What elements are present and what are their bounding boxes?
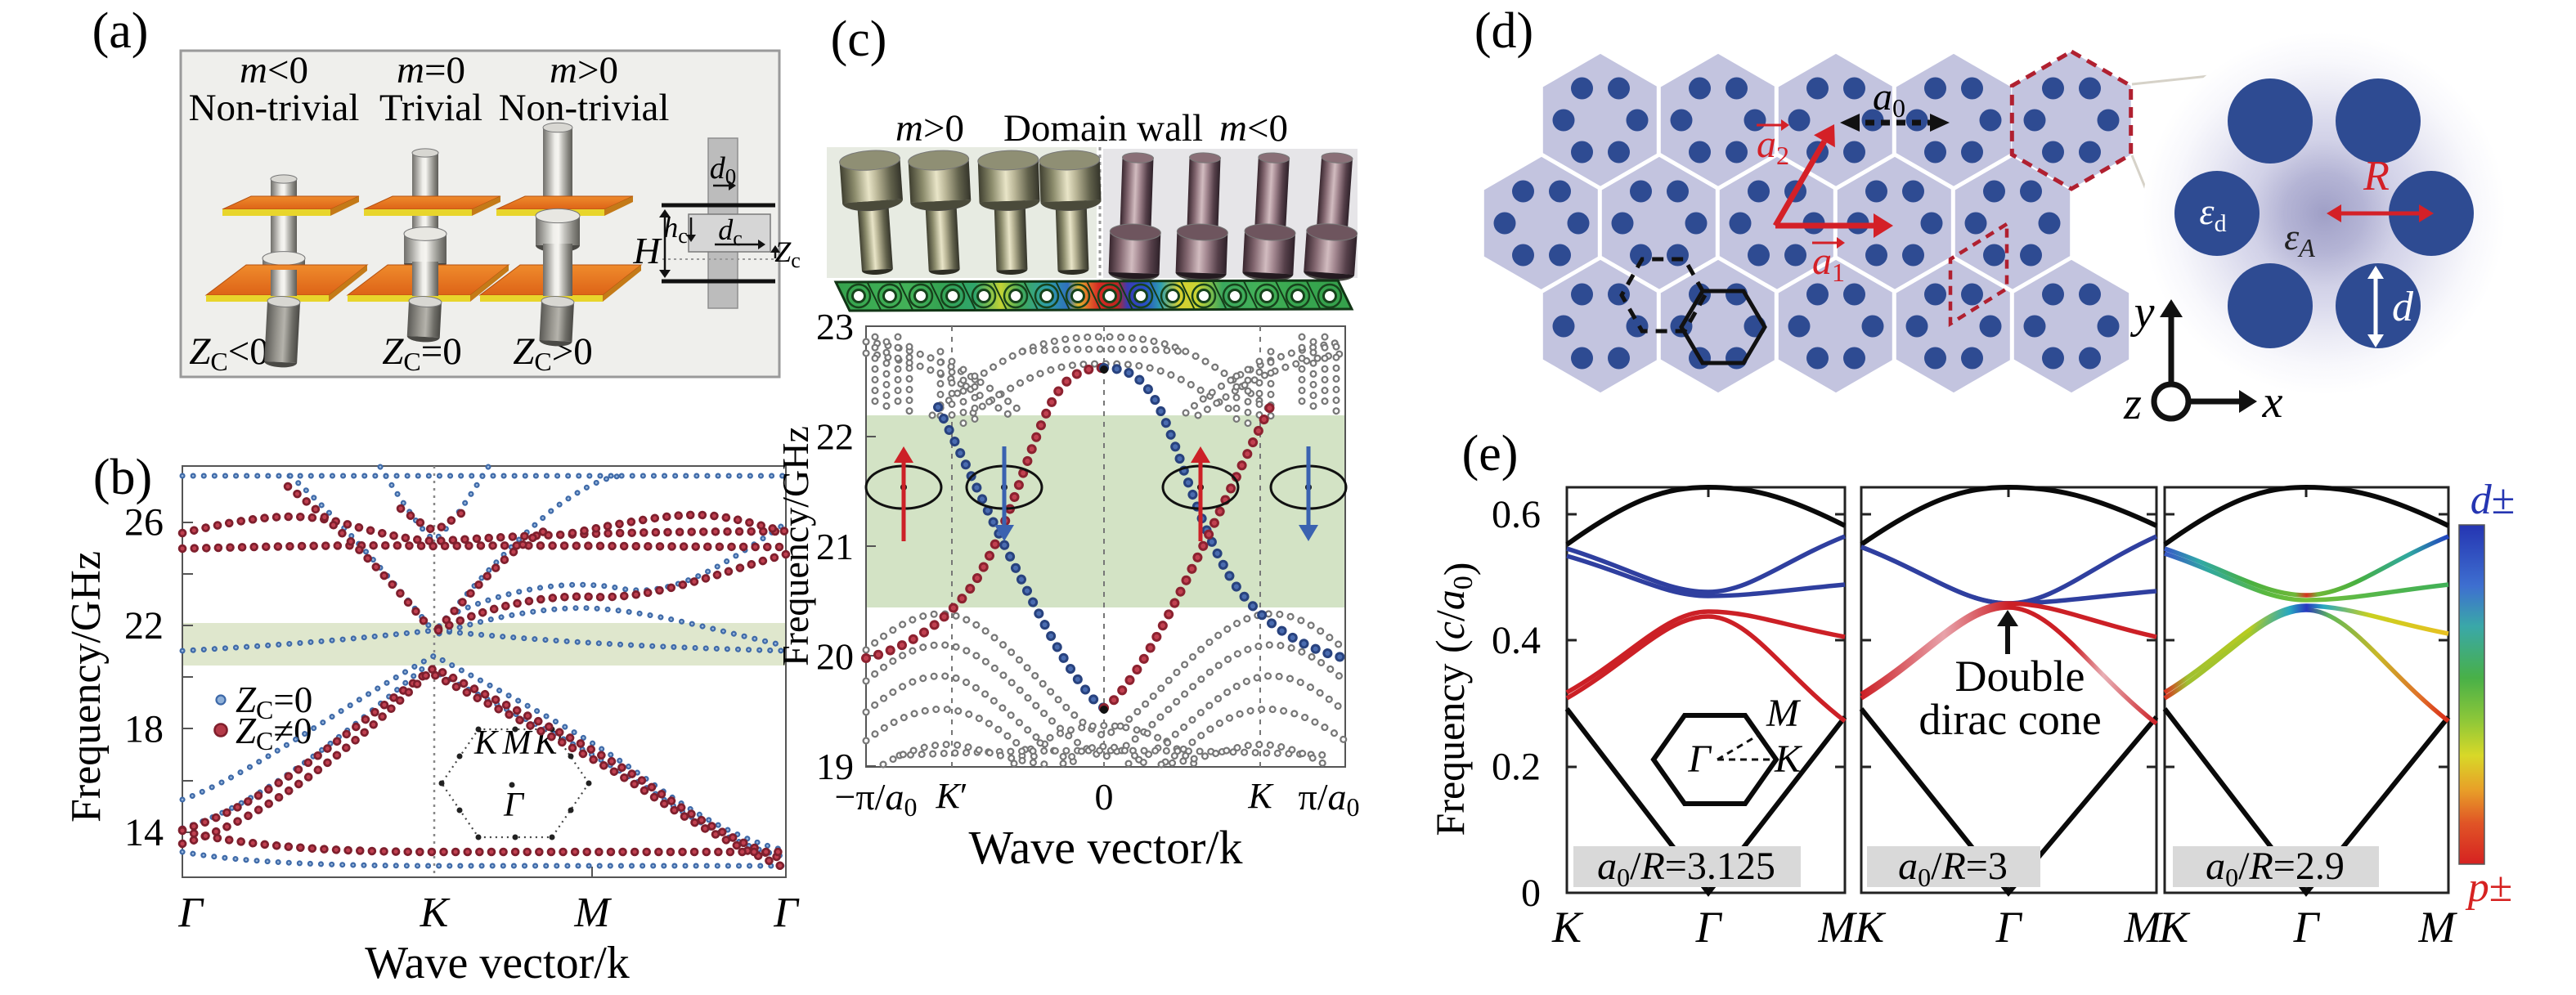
svg-text:Non-trivial: Non-trivial (499, 87, 670, 129)
svg-text:(c): (c) (831, 11, 887, 67)
svg-text:x: x (2262, 377, 2283, 428)
svg-text:14: 14 (124, 811, 164, 854)
svg-text:26: 26 (124, 501, 164, 545)
svg-text:18: 18 (124, 707, 164, 751)
svg-text:d0: d0 (710, 151, 737, 189)
svg-text:K: K (1774, 737, 1803, 781)
svg-text:Frequency/GHz: Frequency/GHz (63, 551, 110, 822)
svg-text:p±: p± (2465, 864, 2513, 911)
svg-text:z: z (2123, 379, 2142, 429)
svg-text:K: K (1551, 903, 1584, 952)
svg-text:Γ: Γ (773, 890, 800, 936)
svg-text:Wave vector/k: Wave vector/k (968, 821, 1242, 874)
svg-text:d: d (2392, 284, 2414, 330)
svg-text:M: M (2124, 903, 2164, 952)
svg-text:M: M (2418, 903, 2458, 952)
svg-text:0: 0 (1095, 776, 1114, 818)
svg-text:εd: εd (2199, 190, 2226, 237)
svg-text:Wave vector/k: Wave vector/k (365, 938, 630, 988)
svg-text:Γ: Γ (1695, 903, 1723, 952)
svg-text:22: 22 (124, 604, 164, 648)
svg-text:εA: εA (2284, 216, 2315, 262)
svg-text:K: K (420, 890, 451, 936)
svg-text:Zc: Zc (774, 235, 801, 272)
svg-text:a0/R=3: a0/R=3 (1898, 845, 2008, 892)
svg-text:(a): (a) (92, 3, 149, 59)
svg-text:ZC<0: ZC<0 (189, 330, 269, 376)
svg-text:−π/a0: −π/a0 (835, 776, 918, 822)
svg-text:20: 20 (816, 636, 854, 678)
svg-text:Γ: Γ (503, 787, 525, 824)
svg-text:23: 23 (816, 306, 854, 347)
svg-text:Γ: Γ (1687, 737, 1712, 781)
svg-text:22: 22 (816, 416, 854, 458)
svg-text:(d): (d) (1474, 3, 1533, 59)
svg-text:dirac cone: dirac cone (1919, 695, 2101, 744)
svg-text:0.2: 0.2 (1492, 746, 1541, 789)
svg-text:Γ: Γ (2293, 903, 2321, 952)
svg-text:(b): (b) (93, 450, 152, 505)
svg-text:M: M (573, 890, 612, 936)
svg-text:Frequency (c/a0): Frequency (c/a0) (1427, 562, 1481, 836)
svg-text:H: H (632, 230, 662, 271)
svg-text:(e): (e) (1462, 426, 1519, 482)
svg-text:R: R (2363, 153, 2390, 199)
svg-text:m=0: m=0 (397, 49, 465, 92)
svg-text:0.6: 0.6 (1492, 493, 1541, 536)
svg-text:19: 19 (816, 746, 854, 787)
svg-text:Frequency/GHz: Frequency/GHz (774, 426, 816, 666)
svg-text:hc: hc (663, 211, 688, 248)
svg-text:Double: Double (1955, 652, 2085, 701)
svg-text:K: K (1247, 776, 1274, 816)
svg-text:M: M (502, 724, 533, 762)
svg-text:a1: a1 (1812, 240, 1845, 287)
svg-text:Domain wall: Domain wall (1003, 107, 1203, 150)
svg-text:ZC=0: ZC=0 (382, 330, 462, 376)
svg-text:Γ: Γ (1995, 903, 2023, 952)
svg-text:21: 21 (816, 526, 854, 567)
svg-text:K′: K′ (936, 776, 968, 816)
svg-text:a2: a2 (1757, 123, 1789, 170)
svg-text:Trivial: Trivial (379, 87, 482, 129)
svg-text:Γ: Γ (177, 890, 204, 936)
svg-text:K: K (2158, 903, 2191, 952)
svg-text:K: K (473, 724, 499, 762)
svg-text:y: y (2130, 287, 2155, 338)
svg-text:M: M (1766, 692, 1802, 735)
svg-text:m>0: m>0 (895, 107, 964, 150)
svg-text:d±: d± (2471, 477, 2515, 523)
svg-text:m<0: m<0 (1219, 107, 1288, 150)
svg-text:0: 0 (1521, 872, 1541, 915)
svg-text:m>0: m>0 (550, 49, 618, 92)
svg-text:Non-trivial: Non-trivial (189, 87, 360, 129)
svg-text:ZC=0: ZC=0 (236, 679, 312, 724)
svg-text:a0: a0 (1873, 75, 1905, 123)
svg-text:dc: dc (718, 213, 743, 250)
svg-text:ZC≠0: ZC≠0 (236, 710, 312, 755)
svg-text:m<0: m<0 (240, 49, 308, 92)
svg-text:M: M (1818, 903, 1858, 952)
svg-text:K: K (1854, 903, 1887, 952)
svg-text:0.4: 0.4 (1492, 619, 1541, 662)
svg-text:ZC>0: ZC>0 (513, 330, 593, 376)
